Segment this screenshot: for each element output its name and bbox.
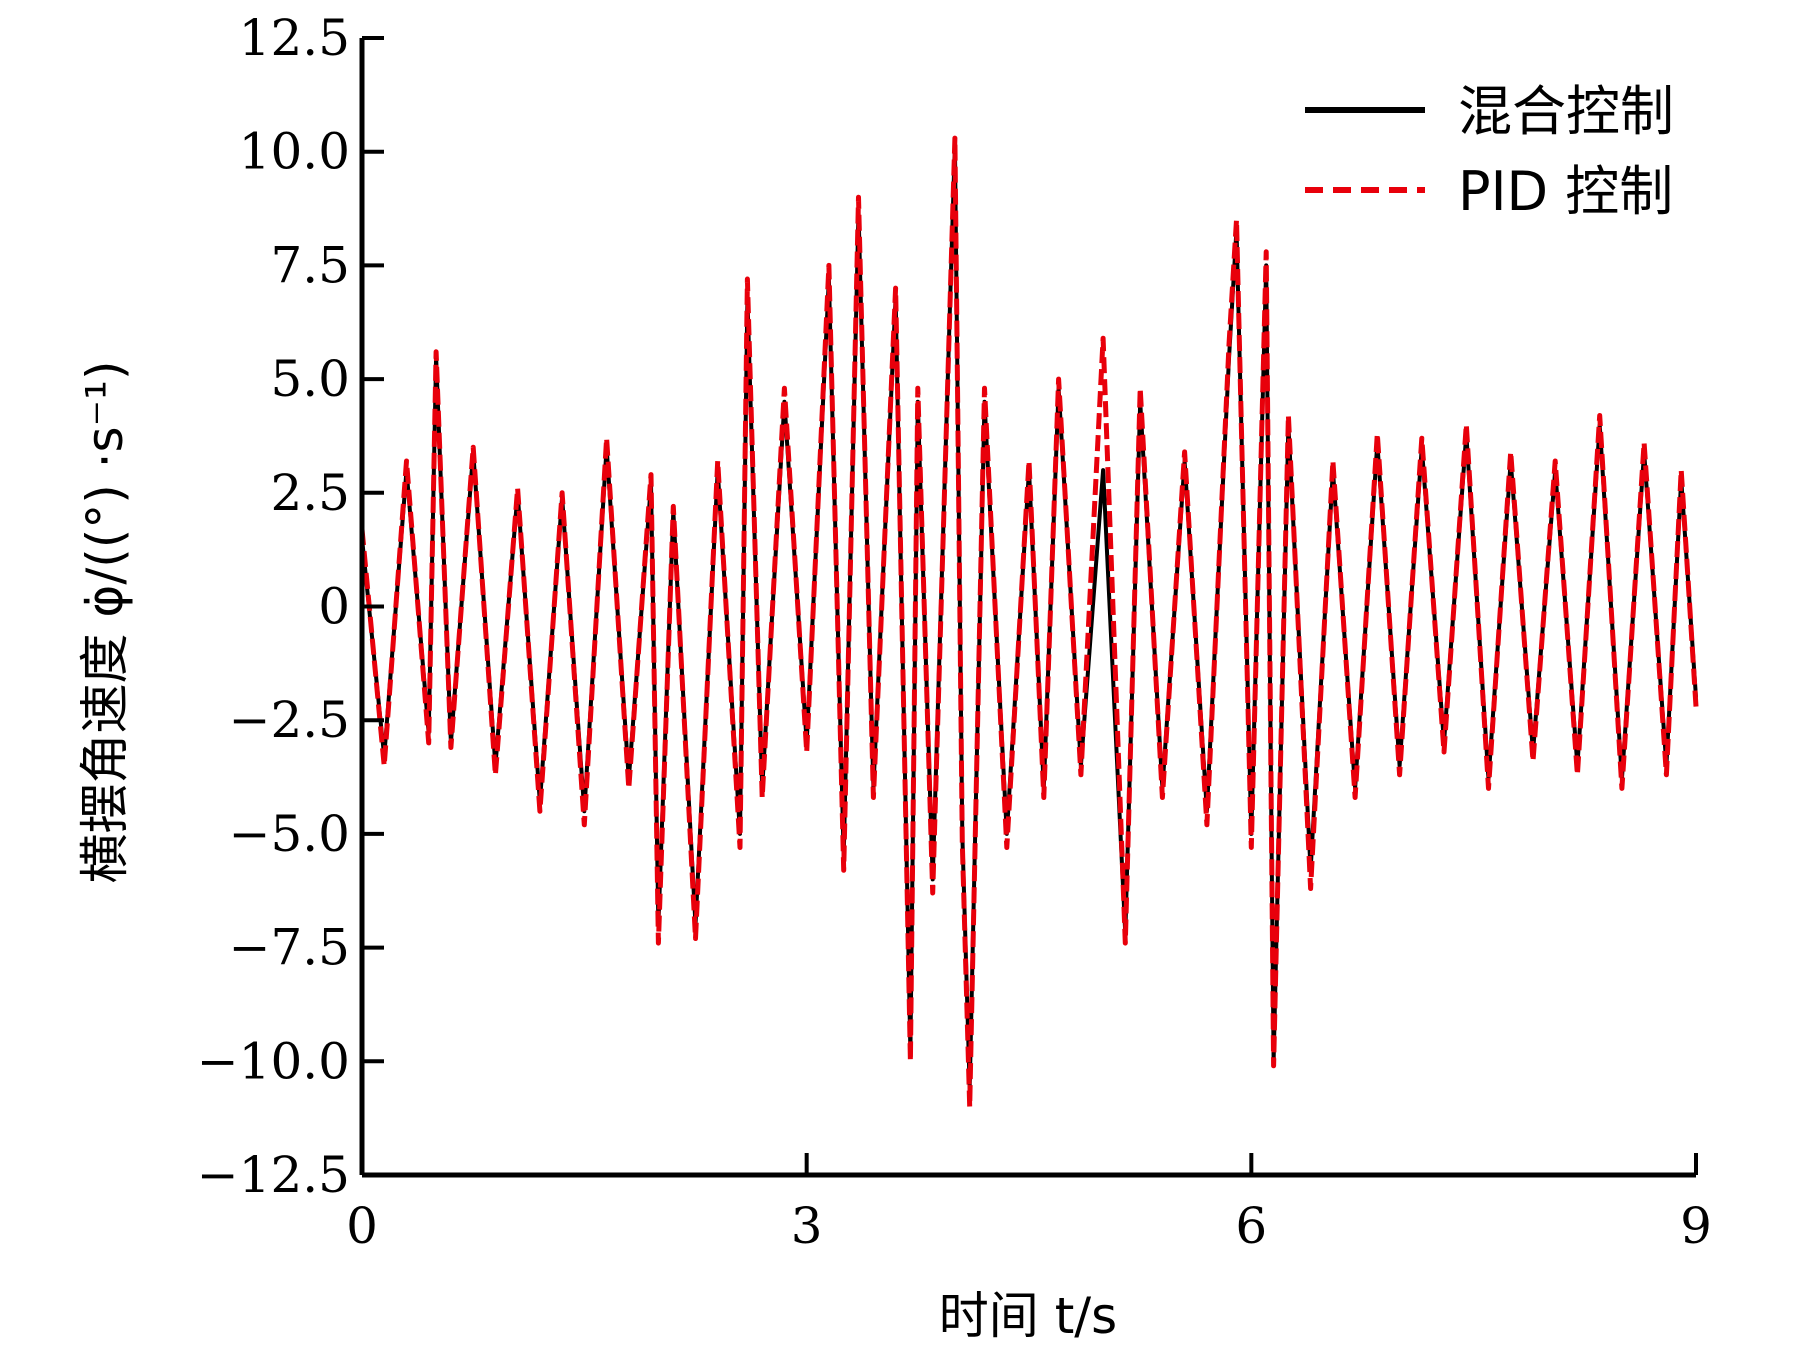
legend-label-hybrid: 混合控制 xyxy=(1458,80,1674,143)
y-tick-label: −2.5 xyxy=(229,691,350,749)
axes xyxy=(359,36,1698,1178)
y-axis-title: 横摆角速度 φ̇/((°) ·s⁻¹) xyxy=(76,360,134,883)
tick-labels: 12.5 10.0 7.5 5.0 2.5 0 −2.5 −5.0 −7.5 −10.0 −12.5… xyxy=(197,9,1712,1255)
y-tick-label: 7.5 xyxy=(270,236,350,294)
y-tick-label: −5.0 xyxy=(229,805,350,863)
y-tick-label: 2.5 xyxy=(270,464,350,522)
y-tick-label: −12.5 xyxy=(197,1146,350,1204)
x-axis-title: 时间 t/s xyxy=(939,1287,1117,1345)
x-tick-label: 0 xyxy=(346,1197,378,1255)
x-tick-label: 3 xyxy=(791,1197,823,1255)
x-tick-label: 6 xyxy=(1235,1197,1267,1255)
y-tick-label: −7.5 xyxy=(229,919,350,977)
y-tick-label: 12.5 xyxy=(239,9,350,67)
y-tick-label: −10.0 xyxy=(197,1032,350,1090)
series-layer xyxy=(359,135,1699,1110)
legend-label-pid: PID 控制 xyxy=(1458,160,1673,223)
series-line-0 xyxy=(360,140,1698,1091)
y-tick-label: 5.0 xyxy=(270,350,350,408)
y-tick-label: 10.0 xyxy=(239,123,350,181)
x-tick-label: 9 xyxy=(1680,1197,1712,1255)
y-tick-label: 0 xyxy=(318,578,350,636)
series-line-1 xyxy=(359,135,1699,1110)
legend: 混合控制 PID 控制 xyxy=(1305,80,1674,223)
